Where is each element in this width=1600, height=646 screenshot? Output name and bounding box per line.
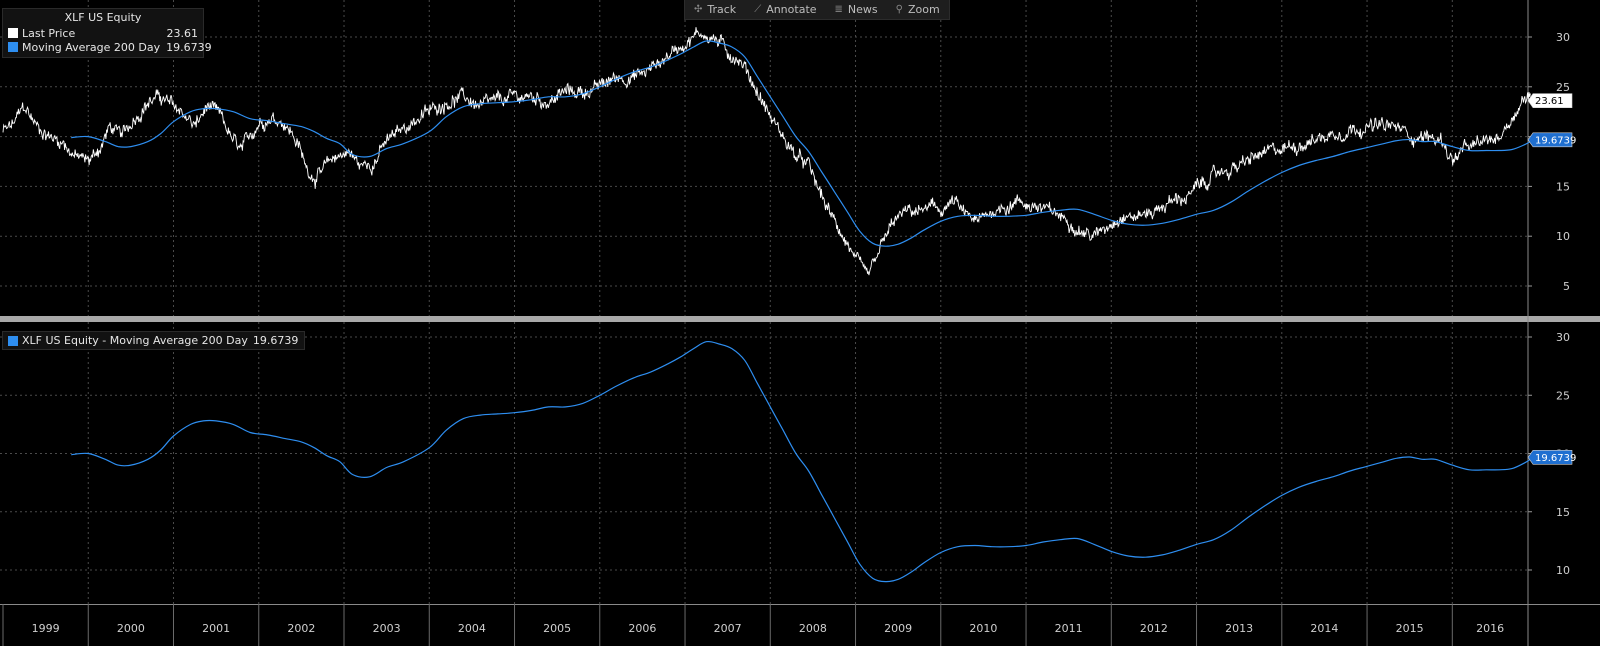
xtick-label-2008: 2008 xyxy=(799,622,827,635)
legend-top-title: XLF US Equity xyxy=(64,11,142,24)
xtick-label-2016: 2016 xyxy=(1476,622,1504,635)
tag-moving-average-top-text: 19.6739 xyxy=(1535,135,1576,146)
track-button[interactable]: ✣ Track xyxy=(685,0,745,19)
magnifier-icon: ⚲ xyxy=(895,4,903,15)
xtick-label-2005: 2005 xyxy=(543,622,571,635)
xtick-label-2014: 2014 xyxy=(1310,622,1338,635)
xtick-label-2010: 2010 xyxy=(969,622,997,635)
legend-value-bottom-ma: 19.6739 xyxy=(252,334,299,347)
tag-moving-average-top: 19.6739 xyxy=(1527,132,1576,148)
xtick-label-2012: 2012 xyxy=(1140,622,1168,635)
legend-top[interactable]: XLF US Equity Last Price 23.61 Moving Av… xyxy=(2,8,212,58)
legend-entry-moving-average[interactable]: Moving Average 200 Day 19.6739 xyxy=(8,40,212,54)
legend-swatch-bottom-ma xyxy=(8,335,18,346)
pencil-icon: ⟋ xyxy=(754,4,762,15)
grid-layer xyxy=(0,0,1528,604)
series-layer xyxy=(2,27,1534,583)
zoom-label: Zoom xyxy=(907,3,940,16)
xtick-label-1999: 1999 xyxy=(32,622,60,635)
tag-last-price: 23.61 xyxy=(1527,93,1573,108)
tag-last-price-text: 23.61 xyxy=(1535,96,1564,107)
legend-name-bottom-ma: XLF US Equity - Moving Average 200 Day xyxy=(22,334,248,347)
legend-swatch-moving-average xyxy=(8,42,18,52)
news-label: News xyxy=(847,3,878,16)
top-ytick-label-10: 10 xyxy=(1556,230,1570,243)
top-ytick-label-5: 5 xyxy=(1563,280,1570,293)
track-label: Track xyxy=(707,3,737,16)
labels-layer: 5101520253010152025301999200020012002200… xyxy=(32,31,1577,635)
xtick-label-2003: 2003 xyxy=(373,622,401,635)
xtick-label-2011: 2011 xyxy=(1055,622,1083,635)
bottom-ytick-label-30: 30 xyxy=(1556,331,1570,344)
xtick-label-2000: 2000 xyxy=(117,622,145,635)
xtick-label-2007: 2007 xyxy=(714,622,742,635)
tag-moving-average-bottom-text: 19.6739 xyxy=(1535,453,1576,464)
crosshair-icon: ✣ xyxy=(694,4,703,15)
series-line-moving-average-bottom xyxy=(71,340,1534,583)
xtick-label-2002: 2002 xyxy=(287,622,315,635)
xtick-label-2006: 2006 xyxy=(628,622,656,635)
top-ytick-label-25: 25 xyxy=(1556,81,1570,94)
panel-separator xyxy=(0,316,1600,322)
news-icon: ≣ xyxy=(834,4,843,15)
bottom-ytick-label-15: 15 xyxy=(1556,506,1570,519)
top-ytick-label-30: 30 xyxy=(1556,31,1570,44)
news-button[interactable]: ≣ News xyxy=(826,0,887,19)
legend-name-last-price: Last Price xyxy=(22,26,76,40)
legend-bottom[interactable]: XLF US Equity - Moving Average 200 Day 1… xyxy=(2,331,306,350)
legend-swatch-last-price xyxy=(8,28,18,38)
legend-name-moving-average: Moving Average 200 Day xyxy=(22,40,161,54)
tag-moving-average-top-box xyxy=(1527,132,1573,148)
legend-entry-last-price[interactable]: Last Price 23.61 xyxy=(8,26,198,40)
top-ytick-label-15: 15 xyxy=(1556,180,1570,193)
xtick-label-2015: 2015 xyxy=(1396,622,1424,635)
xtick-label-2013: 2013 xyxy=(1225,622,1253,635)
tag-moving-average-bottom-box xyxy=(1527,449,1573,465)
legend-value-moving-average: 19.6739 xyxy=(166,40,212,54)
tag-last-price-box xyxy=(1527,93,1573,108)
series-line-moving-average-top xyxy=(71,40,1534,247)
xtick-label-2009: 2009 xyxy=(884,622,912,635)
tag-moving-average-bottom: 19.6739 xyxy=(1527,449,1576,465)
annotate-label: Annotate xyxy=(766,3,817,16)
bottom-ytick-label-10: 10 xyxy=(1556,564,1570,577)
series-line-last-price xyxy=(2,27,1531,276)
zoom-button[interactable]: ⚲ Zoom xyxy=(887,0,949,19)
annotate-button[interactable]: ⟋ Annotate xyxy=(745,0,825,19)
legend-value-last-price: 23.61 xyxy=(166,26,199,40)
xtick-label-2001: 2001 xyxy=(202,622,230,635)
bottom-ytick-label-25: 25 xyxy=(1556,389,1570,402)
xtick-label-2004: 2004 xyxy=(458,622,486,635)
chart-toolbar: ✣ Track ⟋ Annotate ≣ News ⚲ Zoom xyxy=(684,0,950,20)
